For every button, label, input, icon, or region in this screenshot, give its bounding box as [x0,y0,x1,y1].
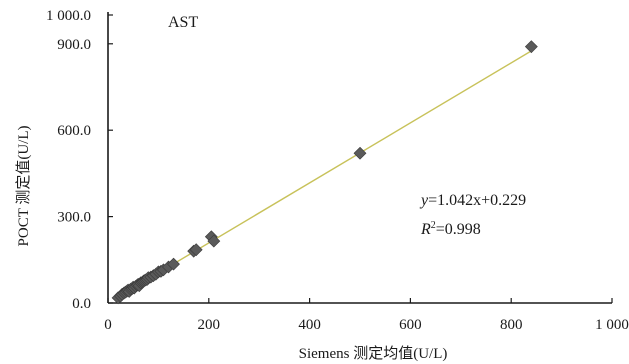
x-tick-label: 600 [399,317,422,333]
data-point [167,257,180,271]
y-tick-label: 1 000.0 [46,8,91,24]
regression-equation: y=1.042x+0.229 [419,192,526,209]
data-point [189,243,203,257]
x-tick-label: 400 [298,317,321,333]
data-point [353,146,367,160]
y-tick-label: 0.0 [72,296,91,312]
data-points [111,40,538,305]
r-superscript: 2 [431,220,436,231]
y-tick-label: 600.0 [57,123,91,139]
x-tick-label: 0 [104,317,112,333]
y-tick-label: 900.0 [57,37,91,53]
r-variable: R [420,221,431,238]
data-point [524,40,538,54]
equation-y-variable: y [419,192,429,209]
trendline [115,48,535,300]
r-squared: R2=0.998 [420,220,481,238]
equation-rhs: =1.042x+0.229 [428,192,526,209]
axis-ticks: 0.0 300.0 600.0 900.0 1 000.0 0 200 400 600 800 1 … [46,8,629,333]
x-axis-title: Siemens 测定均值(U/L) [299,345,448,362]
x-tick-label: 800 [500,317,523,333]
data-point [207,234,221,248]
chart-title: AST [168,14,198,31]
y-tick-label: 300.0 [57,210,91,226]
y-axis-title: POCT 测定值(U/L) [15,126,32,247]
x-tick-label: 1 000 [595,317,629,333]
r-squared-value: =0.998 [436,221,481,238]
x-tick-label: 200 [198,317,221,333]
